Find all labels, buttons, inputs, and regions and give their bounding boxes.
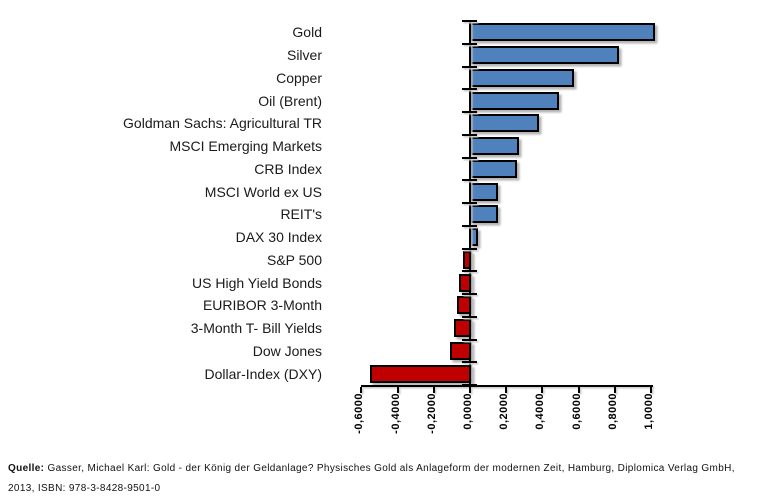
x-axis-tick	[577, 387, 580, 393]
y-axis-tick	[462, 65, 477, 68]
y-axis-tick	[462, 20, 477, 22]
y-axis-tick	[462, 179, 477, 182]
x-axis-tick-label: 0,2000	[498, 393, 511, 430]
correlation-bar-chart: Gold Silver Copper Oil (Brent) Goldman Sachs…	[123, 20, 655, 434]
x-axis-tick-label: -0,6000	[353, 393, 366, 434]
y-axis-tick	[462, 293, 477, 295]
x-axis-tick	[469, 387, 471, 393]
x-axis-tick	[396, 387, 399, 393]
source-text: Gasser, Michael Karl: Gold - der König d…	[47, 463, 735, 474]
x-axis-line	[361, 385, 653, 387]
x-axis-tick	[432, 387, 435, 393]
category-label: Goldman Sachs: Agricultural TR	[123, 115, 322, 132]
category-label: S&P 500	[266, 251, 322, 268]
x-axis-tick	[541, 387, 544, 393]
y-axis-tick	[462, 270, 477, 273]
category-label: Copper	[276, 69, 322, 86]
x-axis-tick-label: 1,0000	[643, 393, 655, 430]
y-axis-tick	[462, 338, 477, 341]
category-label: Dollar-Index (DXY)	[204, 365, 322, 382]
y-axis-tick	[462, 202, 477, 204]
bar	[470, 68, 574, 87]
y-axis-tick	[462, 133, 477, 136]
x-axis-tick-label: -0,4000	[389, 393, 402, 434]
x-axis-tick-label: -0,2000	[425, 393, 438, 434]
bar	[470, 205, 498, 224]
y-axis-tick	[462, 361, 477, 364]
category-label: REIT's	[280, 206, 322, 223]
source-citation: Quelle: Gasser, Michael Karl: Gold - der…	[8, 459, 766, 499]
y-axis-tick	[462, 88, 477, 91]
category-label: DAX 30 Index	[235, 229, 322, 246]
y-axis-tick	[462, 111, 477, 113]
bar	[470, 23, 655, 42]
bar	[470, 91, 560, 110]
category-label: MSCI World ex US	[204, 183, 322, 200]
bar	[470, 228, 478, 247]
y-axis-tick	[462, 247, 477, 250]
x-axis-tick-label: 0,8000	[606, 393, 619, 430]
x-axis-tick	[360, 387, 363, 393]
bar	[470, 46, 619, 65]
bar	[470, 137, 520, 156]
x-axis-tick	[650, 387, 652, 393]
bar	[470, 159, 518, 178]
y-axis-tick	[462, 42, 477, 45]
source-label: Quelle:	[8, 463, 45, 474]
category-label: CRB Index	[254, 160, 322, 177]
category-label: Dow Jones	[252, 342, 322, 359]
bar	[470, 114, 540, 133]
x-axis-tick-label: 0,6000	[570, 393, 583, 430]
category-label: MSCI Emerging Markets	[169, 138, 322, 155]
bar	[370, 364, 472, 383]
category-label: US High Yield Bonds	[192, 274, 322, 291]
category-label: EURIBOR 3-Month	[202, 297, 322, 314]
category-label: Gold	[292, 24, 322, 41]
x-axis-tick-label: 0,4000	[534, 393, 547, 430]
x-axis-tick-label: 0,0000	[462, 393, 474, 430]
source-citation-line2: 2013, ISBN: 978-3-8428-9501-0	[8, 483, 161, 494]
category-label: Silver	[286, 47, 322, 64]
source-citation-line1: Quelle: Gasser, Michael Karl: Gold - der…	[8, 463, 735, 474]
y-axis-tick	[462, 224, 477, 227]
x-axis-tick	[613, 387, 616, 393]
bar	[470, 182, 498, 201]
y-axis-tick	[462, 315, 477, 318]
category-label: 3-Month T- Bill Yields	[190, 320, 322, 337]
x-axis-tick	[505, 387, 508, 393]
y-axis-tick	[462, 156, 477, 159]
category-label: Oil (Brent)	[258, 92, 322, 109]
